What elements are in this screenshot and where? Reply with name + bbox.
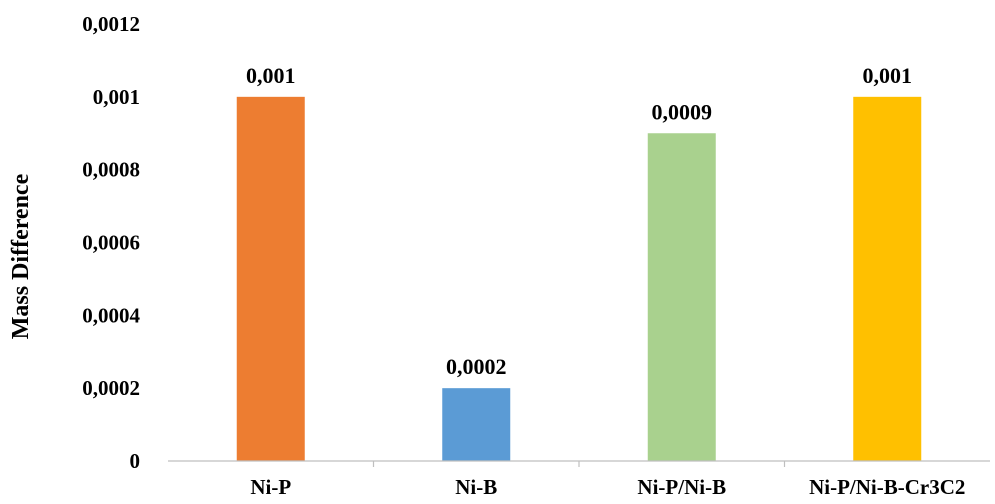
bars — [236, 96, 922, 461]
y-tick-label: 0,001 — [93, 85, 140, 109]
x-tick-label: Ni-P/Ni-B — [637, 475, 726, 499]
data-label: 0,0009 — [652, 99, 713, 124]
y-tick-label: 0,0004 — [82, 303, 140, 327]
data-label: 0,001 — [863, 63, 913, 88]
data-label: 0,0002 — [446, 354, 507, 379]
y-tick-label: 0 — [130, 449, 141, 473]
x-axis-ticks: Ni-P Ni-B Ni-P/Ni-B Ni-P/Ni-B-Cr3C2 — [250, 461, 965, 499]
y-tick-label: 0,0008 — [82, 158, 140, 182]
bar — [647, 133, 716, 461]
y-axis-title: Mass Difference — [8, 173, 34, 339]
bar — [442, 388, 511, 461]
y-tick-label: 0,0006 — [82, 231, 140, 255]
bar — [853, 96, 922, 461]
x-tick-label: Ni-P — [250, 475, 291, 499]
y-tick-label: 0,0002 — [82, 376, 140, 400]
data-labels: 0,001 0,0002 0,0009 0,001 — [246, 63, 912, 379]
data-label: 0,001 — [246, 63, 296, 88]
bar — [236, 96, 305, 461]
y-tick-label: 0,0012 — [82, 12, 140, 36]
x-tick-label: Ni-P/Ni-B-Cr3C2 — [809, 475, 965, 499]
y-axis-ticks: 0 0,0002 0,0004 0,0006 0,0008 0,001 0,0012 — [82, 12, 140, 473]
x-tick-label: Ni-B — [455, 475, 497, 499]
